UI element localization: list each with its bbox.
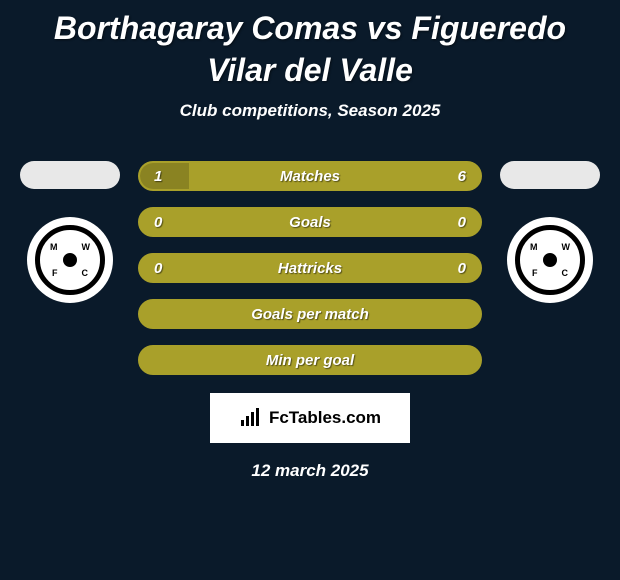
stat-bar: Goals per match <box>138 299 482 329</box>
stat-bars: 1 6 Matches 0 0 Goals 0 0 Hattricks Goals per mat… <box>138 161 482 375</box>
club-letter: C <box>562 268 569 278</box>
stat-bar: Min per goal <box>138 345 482 375</box>
stat-value-right: 6 <box>458 168 466 185</box>
player-left-col: M W F C <box>20 161 120 303</box>
stat-bar-fill-left <box>140 163 189 189</box>
comparison-row: M W F C 1 6 Matches 0 0 Goals 0 0 Hattricks Goals… <box>0 161 620 375</box>
stat-label: Matches <box>280 168 340 185</box>
club-letter: W <box>562 242 571 252</box>
stat-bar: 1 6 Matches <box>138 161 482 191</box>
stat-bar: 0 0 Hattricks <box>138 253 482 283</box>
player-left-photo <box>20 161 120 189</box>
club-left-badge-inner: M W F C <box>35 225 105 295</box>
page-title: Borthagaray Comas vs Figueredo Vilar del… <box>0 0 620 101</box>
stat-value-right: 0 <box>458 260 466 277</box>
subtitle: Club competitions, Season 2025 <box>0 101 620 121</box>
footer-logo: FcTables.com <box>210 393 410 443</box>
club-right-badge: M W F C <box>507 217 593 303</box>
stat-value-left: 0 <box>154 214 162 231</box>
club-letter: C <box>82 268 89 278</box>
club-letter: M <box>50 242 58 252</box>
stat-value-left: 1 <box>154 168 162 185</box>
player-right-col: M W F C <box>500 161 600 303</box>
club-letter: M <box>530 242 538 252</box>
logo-text: FcTables.com <box>269 408 381 428</box>
club-left-badge: M W F C <box>27 217 113 303</box>
player-right-photo <box>500 161 600 189</box>
logo-icon <box>239 408 263 428</box>
club-right-badge-inner: M W F C <box>515 225 585 295</box>
stat-bar: 0 0 Goals <box>138 207 482 237</box>
stat-label: Min per goal <box>266 352 354 369</box>
stat-value-right: 0 <box>458 214 466 231</box>
club-letter: F <box>52 268 58 278</box>
club-letter: W <box>82 242 91 252</box>
club-letter: F <box>532 268 538 278</box>
stat-label: Goals per match <box>251 306 369 323</box>
stat-value-left: 0 <box>154 260 162 277</box>
stat-label: Goals <box>289 214 331 231</box>
date-text: 12 march 2025 <box>0 461 620 481</box>
stat-label: Hattricks <box>278 260 342 277</box>
